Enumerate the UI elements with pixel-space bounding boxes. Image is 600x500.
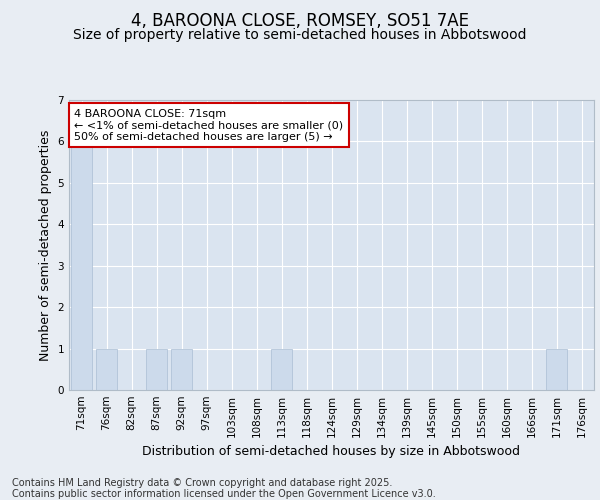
Bar: [171, 348, 192, 390]
Text: 4 BAROONA CLOSE: 71sqm
← <1% of semi-detached houses are smaller (0)
50% of semi: 4 BAROONA CLOSE: 71sqm ← <1% of semi-det…: [74, 108, 343, 142]
Bar: [71, 142, 92, 390]
Text: Contains public sector information licensed under the Open Government Licence v3: Contains public sector information licen…: [12, 489, 436, 499]
Text: 4, BAROONA CLOSE, ROMSEY, SO51 7AE: 4, BAROONA CLOSE, ROMSEY, SO51 7AE: [131, 12, 469, 30]
Text: Size of property relative to semi-detached houses in Abbotswood: Size of property relative to semi-detach…: [73, 28, 527, 42]
Y-axis label: Number of semi-detached properties: Number of semi-detached properties: [39, 130, 52, 360]
X-axis label: Distribution of semi-detached houses by size in Abbotswood: Distribution of semi-detached houses by …: [143, 446, 521, 458]
Bar: [146, 348, 167, 390]
Bar: [271, 348, 292, 390]
Bar: [96, 348, 117, 390]
Bar: [546, 348, 567, 390]
Text: Contains HM Land Registry data © Crown copyright and database right 2025.: Contains HM Land Registry data © Crown c…: [12, 478, 392, 488]
